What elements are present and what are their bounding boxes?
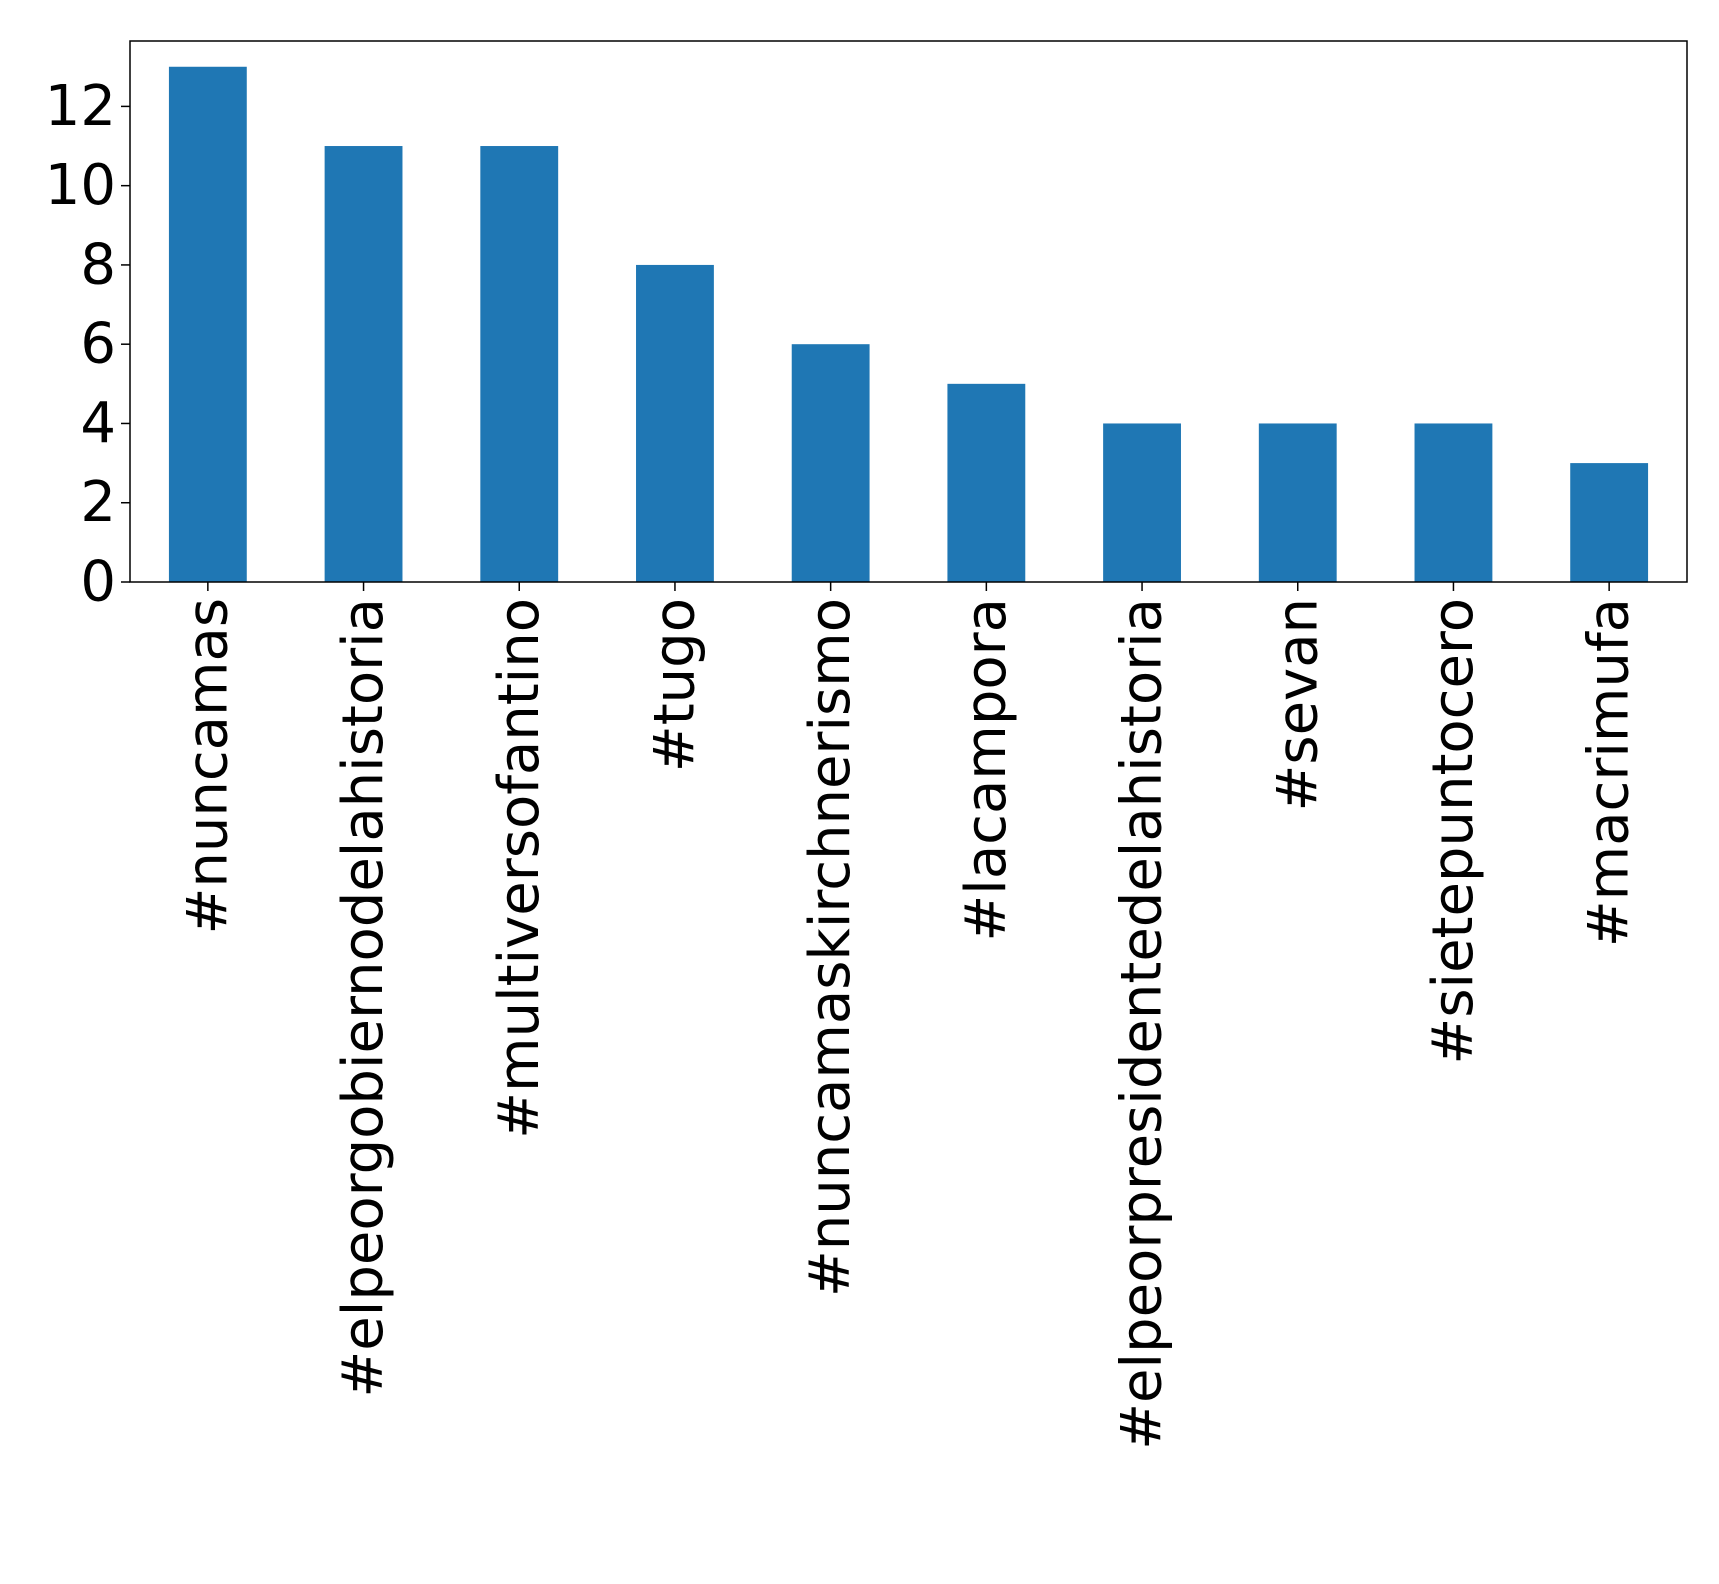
x-tick-label: #sietepuntocero [1421,598,1486,1065]
x-tick-label: #nuncamaskirchnerismo [798,598,863,1297]
bar-8 [1258,423,1337,582]
x-tick-label: #multiversofantino [487,598,552,1139]
bar-7 [1103,423,1181,582]
x-tick-label: #macrimufa [1577,598,1642,947]
y-tick-label: 4 [80,391,116,456]
y-tick-label: 6 [80,312,116,377]
x-tick-label: #nuncamas [175,598,240,935]
bar-4 [636,264,714,582]
x-tick-label: #lacampora [954,598,1019,942]
x-tick-label: #tugo [642,598,707,772]
bar-1 [168,66,247,582]
x-axis: #nuncamas #elpeorgobiernodelahistoria #mul… [175,582,1642,1450]
x-tick-label: #sevan [1265,598,1330,812]
bar-5 [791,344,870,582]
bar-9 [1414,423,1493,582]
plot-frame [129,40,1688,583]
bars-layer [168,66,1649,582]
y-tick-label: 2 [80,470,116,535]
bar-2 [324,146,403,582]
y-tick-label: 8 [80,232,116,297]
bar-6 [947,383,1026,582]
bar-3 [480,146,559,582]
y-tick-label: 0 [80,550,116,615]
y-axis: 0 2 4 6 8 10 12 [45,74,130,615]
y-tick-label: 10 [45,153,116,218]
y-tick-label: 12 [45,74,116,139]
x-tick-label: #elpeorpresidentedelahistoria [1110,598,1175,1450]
bar-10 [1570,463,1649,582]
x-tick-label: #elpeorgobiernodelahistoria [331,598,396,1398]
